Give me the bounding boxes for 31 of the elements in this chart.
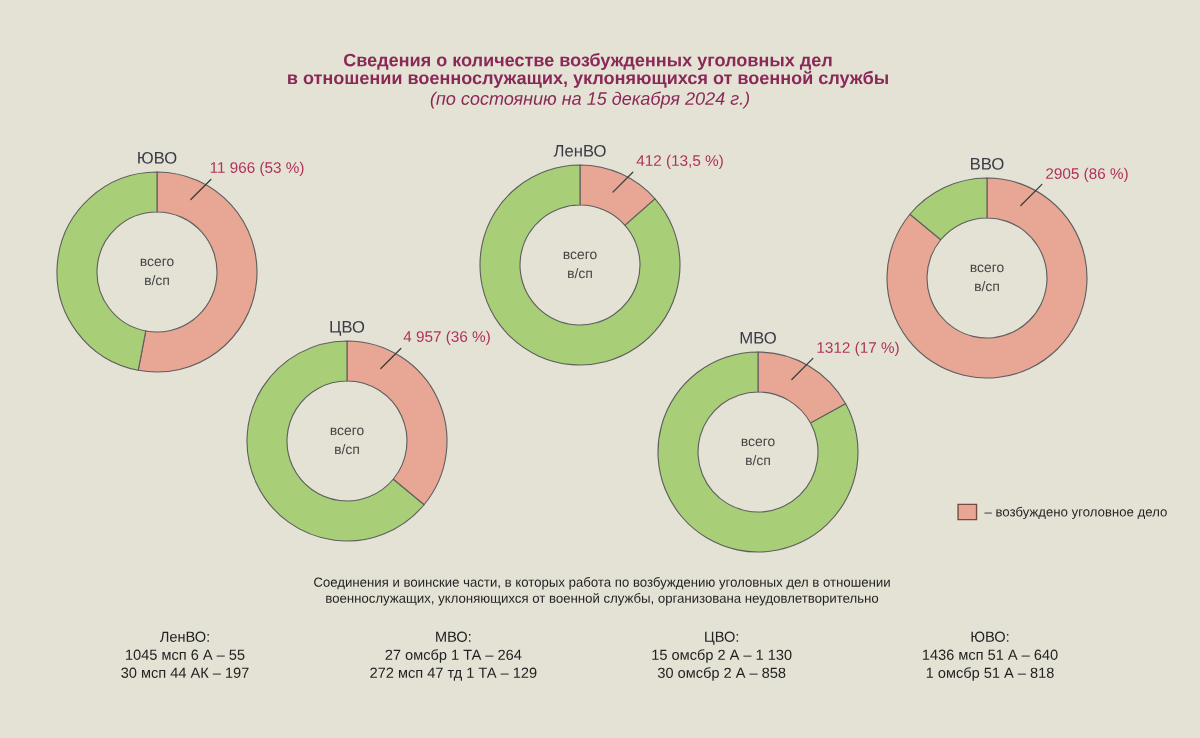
text: 30 мсп 44 АК – 197 <box>121 667 249 678</box>
text: Сведения о количестве возбужденных уголовных дел в отношении военнослужащих, уклоняющихся от военной службы <box>288 53 888 88</box>
chart-title: ЮВО <box>138 151 177 164</box>
data-label: 2905 (86 %) <box>1046 167 1128 182</box>
data-label: 1312 (17 %) <box>817 341 899 356</box>
chart-title: ЦВО <box>330 320 365 336</box>
text: 30 омсбр 2 А – 858 <box>657 667 786 681</box>
data-label: 4 957 (36 %) <box>403 330 490 345</box>
text: (по состоянию на 15 декабря 2024 г.) <box>430 91 750 109</box>
text: ЛенВО: <box>159 631 209 642</box>
legend-label: – возбуждено уголовное дело <box>984 506 1167 520</box>
chart-title: МВО <box>740 331 776 344</box>
text: всего в/сп <box>970 264 1004 292</box>
text: 272 мсп 47 тд 1 ТА – 129 <box>370 667 537 681</box>
text: 1045 мсп 6 А – 55 <box>126 649 245 660</box>
text: всего в/сп <box>741 438 775 466</box>
chart-title: ЛенВО <box>553 144 606 157</box>
data-label: 412 (13,5 %) <box>636 154 723 169</box>
text: Соединения и воинские части, в которых работа по возбуждению уголовных дел в отношении военнослужащих, уклоняющихся от военной службы, организована неудовлетворительно <box>314 577 890 606</box>
text: всего в/сп <box>563 251 597 279</box>
text: ЦВО: <box>705 631 739 645</box>
text: ЮВО: <box>971 631 1009 642</box>
text: всего в/сп <box>140 258 174 286</box>
chart-title: ВВО <box>971 157 1004 170</box>
text: 15 омсбр 2 А – 1 130 <box>652 649 792 663</box>
text: 1436 мсп 51 А – 640 <box>922 649 1058 660</box>
text: всего в/сп <box>330 427 364 455</box>
text: 1 омсбр 51 А – 818 <box>926 667 1054 681</box>
data-label: 11 966 (53 %) <box>210 161 304 176</box>
text: 27 омсбр 1 ТА – 264 <box>385 649 522 663</box>
text: МВО: <box>436 631 471 642</box>
